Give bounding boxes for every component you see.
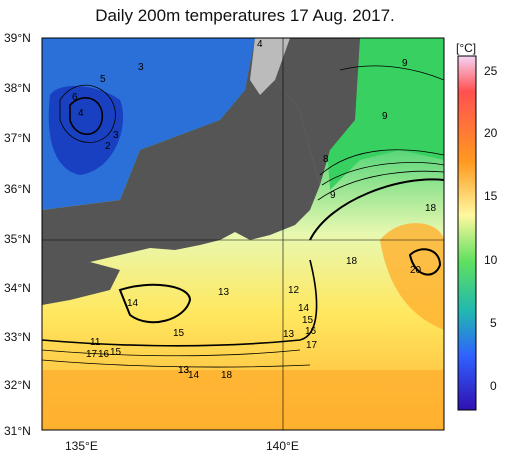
colorbar-scale [457, 55, 477, 411]
contour-label: 15 [110, 347, 122, 358]
contour-value-labels: 4 3 5 6 4 3 2 9 9 8 9 18 18 20 14 13 12 … [72, 39, 437, 381]
colorbar-tick: 15 [484, 189, 498, 203]
contour-label: 20 [410, 265, 422, 276]
contour-label: 13 [218, 287, 230, 298]
colorbar: [°C] 25 20 15 10 5 0 [456, 41, 498, 411]
latitude-labels: 39°N 38°N 37°N 36°N 35°N 34°N 33°N 32°N … [4, 31, 31, 438]
lat-label: 34°N [4, 281, 31, 295]
contour-label: 15 [302, 315, 314, 326]
lon-label: 140°E [266, 439, 299, 453]
contour-label: 9 [330, 190, 336, 201]
contour-label: 13 [178, 365, 190, 376]
contour-label: 14 [298, 303, 310, 314]
contour-label: 9 [402, 58, 408, 69]
lat-label: 37°N [4, 131, 31, 145]
contour-label: 3 [113, 130, 119, 141]
contour-label: 11 [90, 337, 101, 348]
colorbar-tick: 0 [490, 379, 497, 393]
contour-label: 6 [72, 92, 78, 103]
contour-label: 18 [221, 370, 233, 381]
contour-label: 12 [288, 285, 300, 296]
contour-lines [42, 65, 444, 368]
colorbar-tick: 10 [484, 253, 498, 267]
contour-label: 18 [425, 203, 437, 214]
contour-label: 18 [346, 256, 358, 267]
map-frame [41, 37, 445, 431]
contour-label: 13 [178, 365, 190, 376]
contour-label: 2 [105, 141, 111, 152]
lat-label: 31°N [4, 424, 31, 438]
lat-label: 39°N [4, 31, 31, 45]
temperature-field [42, 38, 444, 430]
lat-label: 38°N [4, 81, 31, 95]
contour-label: 4 [257, 39, 263, 50]
lat-label: 36°N [4, 182, 31, 196]
contour-label: 15 [173, 328, 185, 339]
map-title: Daily 200m temperatures 17 Aug. 2017. [95, 6, 395, 25]
contour-label: 3 [138, 62, 144, 73]
colorbar-tick: 25 [484, 64, 498, 78]
contour-label: 4 [78, 108, 84, 119]
contour-label: 14 [188, 370, 200, 381]
contour-label: 14 [127, 298, 139, 309]
colorbar-tick: 20 [484, 126, 498, 140]
graticule [42, 38, 444, 430]
colorbar-tick: 5 [490, 316, 497, 330]
contour-label: 13 [283, 329, 295, 340]
contour-label: 16 [98, 349, 110, 360]
contour-label: 16 [305, 326, 317, 337]
contour-label: 8 [323, 154, 329, 165]
contour-label: 17 [86, 349, 98, 360]
longitude-labels: 135°E 140°E [65, 439, 299, 453]
colorbar-unit: [°C] [456, 41, 476, 55]
lat-label: 35°N [4, 232, 31, 246]
lat-label: 33°N [4, 330, 31, 344]
contour-label: 9 [382, 111, 388, 122]
lat-label: 32°N [4, 378, 31, 392]
lon-label: 135°E [65, 439, 98, 453]
contour-label: 17 [306, 340, 318, 351]
contour-label: 5 [100, 74, 106, 85]
